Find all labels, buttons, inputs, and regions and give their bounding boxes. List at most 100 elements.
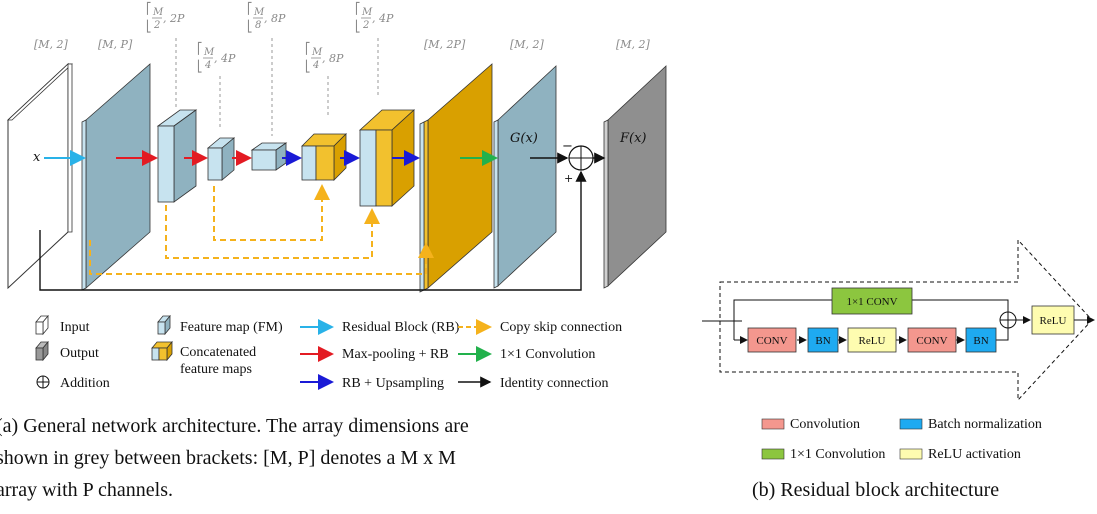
legend-1x1-conv: 1×1 Convolution: [500, 347, 595, 362]
svg-text:⎡: ⎡: [355, 1, 361, 15]
minus-sign: −: [562, 139, 573, 154]
input-x-label: x: [33, 150, 41, 165]
legend-bn-swatch: [899, 418, 923, 430]
output-fx: F(x): [603, 65, 667, 289]
legend-identity: Identity connection: [500, 376, 608, 391]
conv-block-1: CONV: [747, 327, 797, 353]
legend-residual-block: Residual Block (RB): [342, 320, 460, 335]
svg-text:BN: BN: [973, 335, 988, 347]
addition-node-b: [999, 311, 1017, 329]
svg-text:M: M: [311, 47, 323, 58]
legend-b-1x1: 1×1 Convolution: [790, 447, 885, 462]
fx-label: F(x): [619, 131, 647, 146]
dim-fm2: ⎡ ⎣ M 2 , 2P: [146, 1, 185, 33]
input-legend-icon: [35, 314, 49, 336]
svg-text:M: M: [203, 47, 215, 58]
legend-b: Convolution Batch normalization 1×1 Conv…: [761, 417, 1042, 462]
legend-output: Output: [60, 346, 99, 361]
gx-label: G(x): [510, 131, 538, 146]
svg-text:⎡: ⎡: [146, 1, 152, 15]
svg-text:array with P channels.: array with P channels.: [0, 479, 173, 501]
svg-text:⎡: ⎡: [247, 1, 253, 15]
relu-output-block: ReLU: [1031, 305, 1075, 335]
legend-feature-map: Feature map (FM): [180, 320, 283, 335]
residual-block-arrow-outline: [719, 238, 1093, 402]
svg-text:2: 2: [362, 20, 369, 31]
dim-fm3: ⎡ ⎣ M 4 , 4P: [197, 41, 236, 73]
svg-text:⎡: ⎡: [197, 41, 203, 55]
output-legend-icon: [35, 340, 49, 362]
svg-text:BN: BN: [815, 335, 830, 347]
svg-text:, 4P: , 4P: [214, 52, 236, 65]
concat-feature-map-3: [419, 63, 493, 293]
feature-map-1: [81, 63, 151, 291]
figure-b: 1×1 CONV CONV BN ReLU CONV BN R: [702, 238, 1095, 501]
legend-copy-skip: Copy skip connection: [500, 320, 622, 335]
legend-concat-2: feature maps: [180, 362, 252, 377]
feature-map-bottleneck: [250, 142, 288, 171]
legend-a: Input Output Addition Feature map (FM): [35, 314, 622, 391]
legend-input: Input: [60, 320, 90, 335]
conv-block-2: CONV: [907, 327, 957, 353]
relu-block-1: ReLU: [847, 327, 897, 353]
dim-fm1: [M, P]: [98, 38, 133, 51]
svg-text:, 4P: , 4P: [372, 12, 394, 25]
svg-text:⎣: ⎣: [355, 19, 361, 33]
svg-text:4: 4: [204, 60, 211, 71]
svg-text:1×1 CONV: 1×1 CONV: [846, 296, 897, 308]
svg-text:2: 2: [153, 20, 160, 31]
figure-a: [M, 2] [M, P] ⎡ ⎣ M 2 , 2P ⎡ ⎣ M 4 , 4P ⎡ ⎣…: [0, 1, 667, 501]
bn-block-1: BN: [807, 327, 839, 353]
svg-text:M: M: [253, 7, 265, 18]
concat-legend-icon: [151, 340, 173, 362]
svg-text:⎣: ⎣: [305, 59, 311, 73]
legend-1x1-swatch: [761, 448, 785, 460]
svg-text:M: M: [361, 7, 373, 18]
svg-text:⎡: ⎡: [305, 41, 311, 55]
dim-fx: [M, 2]: [616, 38, 651, 51]
dim-concat3: [M, 2P]: [424, 38, 466, 51]
legend-b-convolution: Convolution: [790, 417, 860, 432]
addition-node: − +: [562, 139, 594, 185]
svg-text:⎣: ⎣: [247, 19, 253, 33]
svg-text:CONV: CONV: [916, 335, 947, 347]
svg-text:⎣: ⎣: [197, 59, 203, 73]
legend-maxpool: Max-pooling + RB: [342, 347, 449, 362]
dim-concat1: ⎡ ⎣ M 4 , 8P: [305, 41, 344, 73]
dim-concat2: ⎡ ⎣ M 2 , 4P: [355, 1, 394, 33]
caption-b: (b) Residual block architecture: [752, 479, 999, 501]
svg-text:, 8P: , 8P: [322, 52, 344, 65]
svg-text:8: 8: [255, 20, 261, 31]
feature-map-legend-icon: [157, 314, 171, 336]
dim-input: [M, 2]: [34, 38, 69, 51]
svg-text:ReLU: ReLU: [859, 335, 886, 347]
dim-bottleneck: ⎡ ⎣ M 8 , 8P: [247, 1, 286, 33]
plus-sign: +: [564, 172, 573, 185]
addition-legend-icon: [36, 375, 50, 389]
legend-addition: Addition: [60, 376, 110, 391]
svg-text:4: 4: [312, 60, 319, 71]
feature-map-2: [156, 109, 198, 203]
legend-b-relu: ReLU activation: [928, 447, 1021, 462]
svg-text:⎣: ⎣: [146, 19, 152, 33]
svg-text:, 8P: , 8P: [264, 12, 286, 25]
svg-text:(a) General network architectu: (a) General network architecture. The ar…: [0, 415, 469, 437]
bn-block-2: BN: [965, 327, 997, 353]
dim-leaders: [175, 38, 379, 136]
legend-b-batch-norm: Batch normalization: [928, 417, 1042, 432]
legend-conv-swatch: [761, 418, 785, 430]
svg-text:shown in grey between brackets: shown in grey between brackets: [M, P] d…: [0, 447, 456, 469]
output-gx: G(x): [493, 65, 557, 289]
svg-text:ReLU: ReLU: [1040, 315, 1067, 327]
concat-feature-map-1: [301, 133, 347, 181]
caption-a: (a) General network architecture. The ar…: [0, 415, 469, 501]
svg-text:, 2P: , 2P: [163, 12, 185, 25]
feature-map-3: [206, 137, 236, 181]
legend-upsampling: RB + Upsampling: [342, 376, 444, 391]
svg-text:M: M: [152, 7, 164, 18]
legend-relu-swatch: [899, 448, 923, 460]
input-plane: x: [6, 62, 74, 290]
legend-concat-1: Concatenated: [180, 345, 256, 360]
identity-connection: [39, 170, 587, 291]
